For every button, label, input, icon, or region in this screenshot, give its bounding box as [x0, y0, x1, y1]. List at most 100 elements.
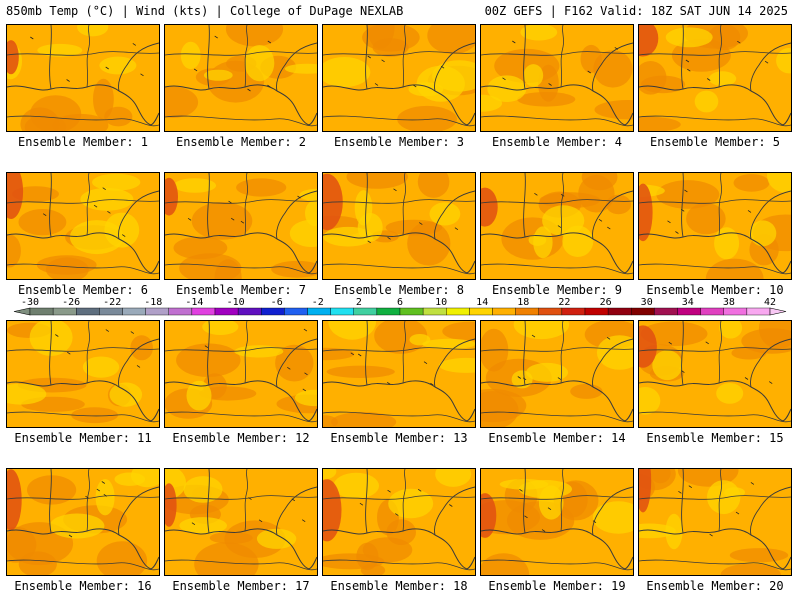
wind-barb [102, 187, 106, 191]
wind-barb [606, 336, 611, 340]
state-border [323, 51, 475, 56]
colorbar-swatch [538, 307, 563, 316]
wind-barb [449, 504, 453, 507]
wind-barb [680, 208, 685, 212]
colorbar-swatch [191, 307, 216, 316]
ensemble-panel [480, 468, 634, 576]
state-border [244, 25, 248, 88]
state-border [750, 486, 791, 536]
cool-area [294, 389, 317, 407]
temperature-map [7, 173, 159, 279]
hot-area [7, 173, 24, 219]
state-border [244, 173, 248, 236]
colorbar-right-arrow [769, 307, 787, 316]
warm-area [639, 116, 681, 131]
warm-area [71, 407, 118, 424]
ensemble-member-label: Ensemble Member: 4 [491, 135, 623, 149]
hot-area [639, 469, 652, 513]
warm-area [30, 95, 82, 131]
state-border [639, 51, 791, 56]
cool-area [562, 225, 594, 257]
warm-area [225, 25, 284, 47]
state-border [560, 469, 564, 532]
ensemble-panel [480, 172, 634, 280]
colorbar-swatch [307, 307, 331, 316]
state-border [718, 321, 722, 384]
state-border [207, 173, 210, 238]
state-border [560, 321, 564, 384]
wind-barb [454, 227, 459, 231]
wind-barb [228, 200, 232, 204]
cool-area [323, 57, 371, 88]
colorbar-swatch [746, 307, 771, 316]
warm-area [594, 100, 633, 120]
warm-area [236, 178, 287, 197]
state-border [207, 469, 210, 534]
colorbar-swatch [99, 307, 123, 316]
state-border [523, 173, 526, 238]
cool-area [596, 335, 633, 370]
cool-area [438, 357, 475, 373]
colorbar-swatch [422, 307, 447, 316]
ensemble-member-label: Ensemble Member: 8 [333, 283, 465, 297]
warm-area [36, 255, 97, 275]
state-border [165, 495, 317, 500]
colorbar-tick-label: -2 [312, 297, 324, 308]
cool-area [323, 469, 337, 480]
contour-line [165, 559, 317, 571]
colorbar-swatch [145, 307, 169, 316]
contour-line [481, 115, 633, 127]
warm-area [640, 75, 686, 94]
wind-barb [386, 381, 391, 385]
state-border [592, 42, 633, 92]
cool-area [69, 220, 124, 255]
ensemble-panel [6, 172, 160, 280]
ensemble-member-label: Ensemble Member: 5 [649, 135, 781, 149]
ensemble-panel [322, 320, 476, 428]
state-border [639, 347, 791, 352]
ensemble-member-label: Ensemble Member: 1 [17, 135, 149, 149]
temperature-map [323, 469, 475, 575]
cool-area [511, 370, 533, 389]
cool-area [714, 227, 740, 260]
wind-barb [423, 361, 428, 365]
hot-area [165, 177, 178, 216]
wind-barb [267, 40, 272, 44]
warm-area [686, 203, 726, 235]
wind-barb [191, 522, 196, 526]
warm-area [656, 180, 720, 209]
wind-barb [267, 84, 271, 88]
ensemble-panel [638, 24, 792, 132]
temperature-map [639, 321, 791, 427]
wind-barb [101, 481, 106, 484]
cool-area [186, 380, 212, 411]
temperature-map [481, 469, 633, 575]
colorbar-swatch [584, 307, 609, 316]
state-border [481, 199, 633, 204]
cool-area [429, 202, 461, 226]
colorbar-tick-label: 2 [356, 297, 362, 308]
contour-line [323, 263, 475, 275]
wind-barb [121, 234, 126, 237]
state-border [523, 25, 526, 90]
warm-area [209, 531, 253, 544]
ensemble-member-label: Ensemble Member: 20 [646, 579, 784, 593]
state-border [481, 51, 633, 56]
contour-line [7, 115, 159, 127]
warm-area [12, 186, 59, 202]
temperature-map [639, 25, 791, 131]
temperature-colorbar: -30 -26 -22 -18 -14 -10 -6 -2 2 6 10 14 18 22 26 30 34 38… [13, 297, 787, 316]
colorbar-tick-label: -18 [144, 297, 162, 308]
wind-barb [519, 488, 523, 492]
wind-barb [512, 40, 516, 44]
colorbar-swatch [654, 307, 678, 316]
wind-barb [524, 515, 528, 519]
wind-barb [607, 226, 611, 230]
state-border [244, 469, 248, 532]
warm-area [581, 173, 618, 191]
warm-area [385, 219, 443, 236]
wind-barb [534, 192, 538, 196]
wind-barb [132, 43, 137, 46]
ensemble-panel [6, 468, 160, 576]
wind-barb [304, 372, 308, 376]
